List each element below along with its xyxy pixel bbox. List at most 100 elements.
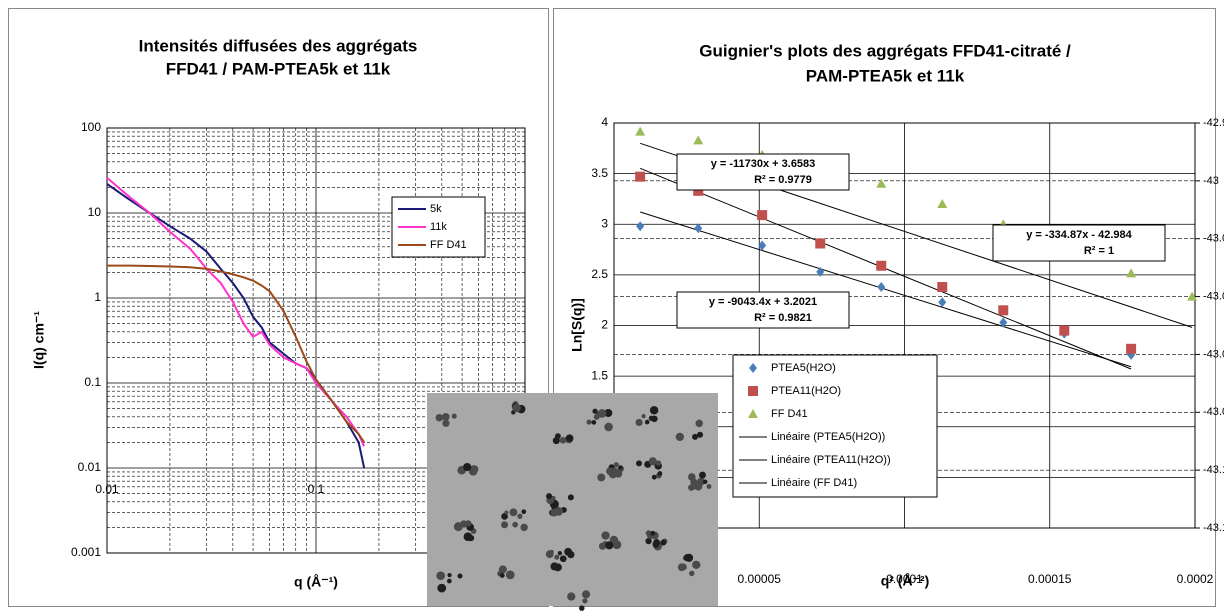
micrograph-particle: [567, 592, 576, 601]
micrograph-particle: [582, 598, 588, 604]
micrograph-particle: [552, 437, 560, 445]
micrograph-particle: [499, 573, 505, 578]
micrograph-particle: [567, 494, 574, 501]
legend-label: Linéaire (PTEA11(H2O)): [771, 454, 891, 466]
y-tick-label: 100: [81, 120, 101, 134]
marker: [1126, 343, 1137, 354]
micrograph-particle: [602, 532, 607, 537]
x-tick-label: 0.00005: [738, 572, 782, 586]
y-axis-label: Ln[S(q)]: [569, 298, 585, 352]
micrograph-particle: [517, 513, 523, 519]
micrograph-particle: [677, 563, 686, 572]
y2-tick-label: -43.02: [1203, 233, 1224, 245]
micrograph-particle: [648, 457, 657, 466]
micrograph-particle: [699, 471, 706, 479]
micrograph-particle: [692, 560, 701, 570]
micrograph-particle: [597, 473, 606, 482]
marker: [937, 199, 948, 208]
y2-tick-label: -43.06: [1203, 348, 1224, 360]
micrograph-particle: [604, 408, 613, 418]
marker: [635, 171, 646, 182]
trend-equation: y = -11730x + 3.6583: [711, 158, 816, 170]
micrograph-particle: [688, 484, 695, 491]
micrograph-particle: [559, 555, 567, 563]
y-tick-label: 10: [88, 205, 102, 219]
micrograph-particle: [435, 413, 444, 422]
micrograph-particle: [468, 467, 478, 476]
micrograph-particle: [618, 465, 623, 470]
micrograph-particle: [565, 434, 574, 442]
y2-tick-label: -42.98: [1203, 117, 1224, 129]
micrograph-particle: [605, 541, 614, 550]
micrograph-particle: [653, 539, 661, 546]
marker: [693, 185, 704, 196]
micrograph-particle: [591, 420, 597, 425]
marker: [749, 363, 757, 373]
micrograph-particle: [441, 413, 450, 421]
x-tick-label: 0.0001: [886, 572, 923, 586]
legend-label: PTEA11(H2O): [771, 385, 841, 397]
equation-box: [676, 153, 850, 191]
trend-r2: R² = 1: [1084, 245, 1114, 257]
micrograph-particle: [447, 572, 452, 578]
trend-r2: R² = 0.9821: [754, 312, 812, 324]
micrograph-particle: [582, 590, 591, 599]
micrograph-particle: [649, 406, 659, 415]
y-tick-label: 1: [94, 290, 101, 304]
legend-label: FF D41: [430, 239, 467, 251]
micrograph-particle: [442, 419, 450, 427]
micrograph-particle: [512, 403, 521, 413]
chart-title: Guignier's plots des aggrégats FFD41-cit…: [699, 41, 1071, 60]
micrograph-particle: [650, 530, 656, 536]
chart-title: FFD41 / PAM-PTEA5k et 11k: [166, 59, 391, 78]
micrograph: [427, 393, 718, 611]
micrograph-particle: [613, 462, 619, 468]
legend-label: 11k: [430, 221, 447, 233]
micrograph-particle: [695, 419, 703, 428]
x-tick-label: 0.00015: [1028, 572, 1072, 586]
micrograph-particle: [436, 571, 446, 581]
x-tick-label: 0.0002: [1177, 572, 1214, 586]
micrograph-particle: [509, 508, 518, 517]
legend-label: 5k: [430, 203, 442, 215]
micrograph-particle: [651, 474, 657, 480]
marker: [877, 282, 886, 293]
x-axis-label: q² (Å⁻²): [881, 573, 930, 589]
micrograph-particle: [655, 460, 662, 466]
marker: [1187, 291, 1198, 301]
y2-tick-label: -43.1: [1203, 464, 1224, 476]
micrograph-particle: [504, 510, 509, 515]
micrograph-particle: [554, 506, 564, 516]
chart-title: PAM-PTEA5k et 11k: [806, 66, 965, 85]
legend-label: Linéaire (FF D41): [771, 477, 857, 489]
micrograph-particle: [694, 482, 703, 491]
micrograph-particle: [636, 460, 643, 467]
y-tick-label: 0.001: [71, 545, 101, 559]
micrograph-particle: [597, 409, 607, 418]
y2-tick-label: -43.04: [1203, 290, 1224, 302]
y-tick-label: 3.5: [591, 166, 608, 180]
micrograph-particle: [460, 520, 468, 528]
equation-box: [676, 291, 850, 329]
micrograph-particle: [692, 433, 699, 440]
marker: [999, 317, 1008, 328]
marker: [693, 135, 704, 145]
y-tick-label: 2: [601, 318, 608, 332]
legend-label: Linéaire (PTEA5(H2O)): [771, 431, 885, 443]
micrograph-particle: [696, 431, 704, 438]
micrograph-particle: [550, 562, 559, 571]
plot-border: [106, 127, 526, 554]
marker: [636, 221, 645, 232]
marker: [937, 282, 948, 293]
y-tick-label: 2.5: [591, 267, 608, 281]
trend-r2: R² = 0.9779: [754, 174, 812, 186]
x-axis-label: q (Å⁻¹): [294, 574, 338, 590]
marker: [815, 238, 826, 249]
micrograph-particle: [702, 479, 708, 485]
marker: [816, 266, 825, 277]
y2-tick-label: -43: [1203, 175, 1219, 187]
micrograph-particle: [545, 550, 554, 558]
micrograph-particle: [592, 408, 598, 414]
marker: [1059, 325, 1070, 336]
micrograph-particle: [645, 530, 652, 536]
